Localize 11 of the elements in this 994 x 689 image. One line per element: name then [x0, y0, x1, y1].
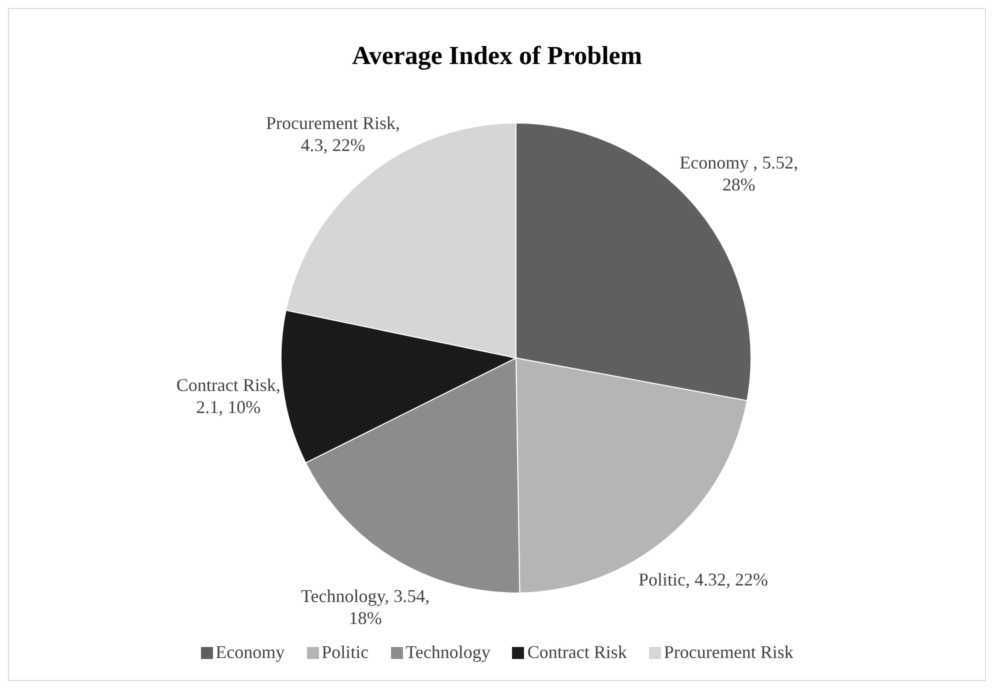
legend-label: Contract Risk — [526, 642, 627, 663]
data-label: Politic, 4.32, 22% — [638, 569, 768, 590]
data-label: Contract Risk, 2.1, 10% — [176, 375, 280, 418]
legend-label: Procurement Risk — [662, 642, 794, 663]
legend-label: Technology — [404, 642, 490, 663]
legend-label: Economy — [214, 642, 285, 663]
legend-label: Politic — [320, 642, 369, 663]
data-label: Procurement Risk, 4.3, 22% — [266, 113, 400, 156]
chart-title: Average Index of Problem — [352, 41, 642, 70]
data-label: Economy , 5.52, 28% — [680, 152, 798, 194]
data-label: Technology, 3.54, 18% — [301, 586, 430, 628]
